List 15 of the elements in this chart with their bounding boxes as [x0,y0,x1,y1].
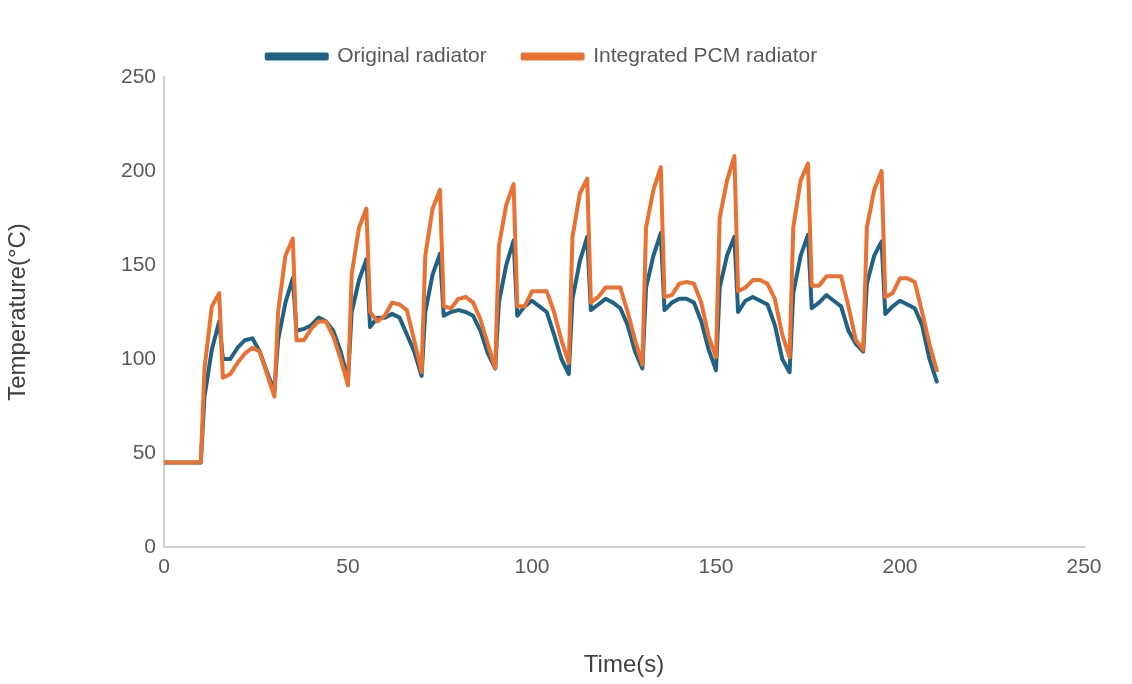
x-tick-label: 50 [336,554,360,578]
y-tick-label: 200 [120,157,156,181]
y-tick-label: 150 [120,251,156,275]
y-tick-label: 100 [120,345,156,369]
x-tick-label: 100 [514,554,550,578]
y-tick-label: 250 [120,63,156,87]
legend-label: Integrated PCM radiator [593,43,818,67]
x-axis-title: Time(s) [583,650,665,678]
legend-label: Original radiator [337,43,487,67]
y-axis-title: Temperature(°C) [3,223,31,401]
y-tick-label: 0 [144,533,156,557]
x-tick-label: 250 [1066,554,1102,578]
y-tick-label: 50 [132,439,156,463]
x-tick-label: 150 [698,554,734,578]
x-tick-label: 200 [882,554,918,578]
